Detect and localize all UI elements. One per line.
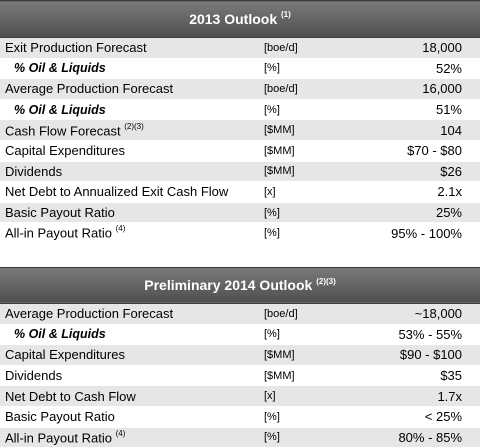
metric-unit: [%] xyxy=(262,406,380,428)
metric-label-cell: Net Debt to Annualized Exit Cash Flow xyxy=(0,181,262,203)
metric-value: $35 xyxy=(380,365,480,387)
table-row: All-in Payout Ratio (4) [%] 95% - 100% xyxy=(0,222,480,244)
metric-label-cell: All-in Payout Ratio (4) xyxy=(0,427,262,448)
outlook-2013-table: 2013 Outlook (1) Exit Production Forecas… xyxy=(0,0,480,244)
metric-value: 52% xyxy=(380,58,480,80)
metric-value: 51% xyxy=(380,99,480,121)
metric-unit: [$MM] xyxy=(262,365,380,387)
metric-label: % Oil & Liquids xyxy=(14,327,106,342)
table-row: Net Debt to Annualized Exit Cash Flow [x]… xyxy=(0,181,480,203)
metric-label-cell: Average Production Forecast xyxy=(0,78,262,100)
metric-unit: [%] xyxy=(262,324,380,346)
table-row: Dividends [$MM] $35 xyxy=(0,365,480,387)
metric-label-cell: Capital Expenditures xyxy=(0,140,262,162)
table-row: % Oil & Liquids [%] 52% xyxy=(0,58,480,80)
metric-label-cell: % Oil & Liquids xyxy=(0,58,262,80)
metric-unit: [x] xyxy=(262,385,380,407)
metric-unit: [$MM] xyxy=(262,119,380,141)
metric-unit: [$MM] xyxy=(262,344,380,366)
metric-label: Basic Payout Ratio xyxy=(5,409,115,425)
metric-unit: [$MM] xyxy=(262,161,380,183)
metric-value: 104 xyxy=(380,119,480,141)
table-row: Net Debt to Cash Flow [x] 1.7x xyxy=(0,385,480,407)
metric-label: Dividends xyxy=(5,368,63,384)
table-row: Cash Flow Forecast (2)(3) [$MM] 104 xyxy=(0,119,480,141)
footnote-ref: (4) xyxy=(115,224,126,234)
metric-label: Basic Payout Ratio xyxy=(5,205,115,221)
metric-unit: [boe/d] xyxy=(262,303,380,325)
metric-label-cell: Dividends xyxy=(0,365,262,387)
metric-value: 1.7x xyxy=(380,385,480,407)
table-row: Exit Production Forecast [boe/d] 18,000 xyxy=(0,37,480,59)
metric-unit: [boe/d] xyxy=(262,37,380,59)
metric-unit: [%] xyxy=(262,202,380,224)
metric-label: Capital Expenditures xyxy=(5,143,125,159)
metric-label-cell: Average Production Forecast xyxy=(0,303,262,325)
metric-value: 80% - 85% xyxy=(380,427,480,448)
metric-label: Average Production Forecast xyxy=(5,81,174,97)
table-row: Capital Expenditures [$MM] $90 - $100 xyxy=(0,344,480,366)
outlook-2013-title-note: (1) xyxy=(281,10,291,20)
outlook-2014-header: Preliminary 2014 Outlook (2)(3) xyxy=(0,266,480,304)
table-row: Basic Payout Ratio [%] 25% xyxy=(0,202,480,224)
section-gap xyxy=(0,244,480,267)
metric-label-cell: Cash Flow Forecast (2)(3) xyxy=(0,119,262,141)
metric-label: All-in Payout Ratio xyxy=(5,429,112,445)
metric-unit: [%] xyxy=(262,222,380,244)
metric-value: < 25% xyxy=(380,406,480,428)
metric-label: Net Debt to Annualized Exit Cash Flow xyxy=(5,184,229,200)
metric-unit: [boe/d] xyxy=(262,78,380,100)
outlook-2014-title: Preliminary 2014 Outlook xyxy=(144,277,313,294)
metric-value: 2.1x xyxy=(380,181,480,203)
metric-label-cell: % Oil & Liquids xyxy=(0,99,262,121)
table-row: Basic Payout Ratio [%] < 25% xyxy=(0,406,480,428)
metric-unit: [%] xyxy=(262,58,380,80)
metric-label: Cash Flow Forecast xyxy=(5,122,121,138)
metric-label: All-in Payout Ratio xyxy=(5,225,112,241)
table-row: % Oil & Liquids [%] 51% xyxy=(0,99,480,121)
metric-label-cell: Basic Payout Ratio xyxy=(0,202,262,224)
table-row: All-in Payout Ratio (4) [%] 80% - 85% xyxy=(0,427,480,448)
metric-label: Average Production Forecast xyxy=(5,306,174,322)
metric-label: % Oil & Liquids xyxy=(14,102,106,117)
metric-unit: [%] xyxy=(262,99,380,121)
metric-label-cell: Capital Expenditures xyxy=(0,344,262,366)
metric-value: 95% - 100% xyxy=(380,222,480,244)
table-row: Average Production Forecast [boe/d] ~18,00… xyxy=(0,303,480,325)
metric-value: $90 - $100 xyxy=(380,344,480,366)
footnote-ref: (4) xyxy=(115,428,126,438)
metric-label: Exit Production Forecast xyxy=(5,40,147,56)
metric-label-cell: Basic Payout Ratio xyxy=(0,406,262,428)
metric-label-cell: All-in Payout Ratio (4) xyxy=(0,222,262,244)
metric-value: 53% - 55% xyxy=(380,324,480,346)
outlook-2013-title: 2013 Outlook xyxy=(189,11,278,27)
metric-unit: [x] xyxy=(262,181,380,203)
metric-label: Net Debt to Cash Flow xyxy=(5,388,136,404)
table-row: % Oil & Liquids [%] 53% - 55% xyxy=(0,324,480,346)
metric-label: % Oil & Liquids xyxy=(14,61,106,76)
metric-value: $26 xyxy=(380,161,480,183)
metric-label-cell: Exit Production Forecast xyxy=(0,37,262,59)
table-row: Dividends [$MM] $26 xyxy=(0,161,480,183)
outlook-2013-header: 2013 Outlook (1) xyxy=(0,0,480,38)
outlook-2014-table: Preliminary 2014 Outlook (2)(3) Average … xyxy=(0,266,480,448)
metric-value: ~18,000 xyxy=(380,303,480,325)
metric-unit: [$MM] xyxy=(262,140,380,162)
outlook-2014-title-note: (2)(3) xyxy=(316,276,336,286)
metric-label-cell: % Oil & Liquids xyxy=(0,324,262,346)
metric-label-cell: Net Debt to Cash Flow xyxy=(0,385,262,407)
footnote-ref: (2)(3) xyxy=(124,121,144,131)
table-row: Capital Expenditures [$MM] $70 - $80 xyxy=(0,140,480,162)
metric-value: 18,000 xyxy=(380,37,480,59)
metric-label-cell: Dividends xyxy=(0,161,262,183)
metric-value: 25% xyxy=(380,202,480,224)
metric-label: Capital Expenditures xyxy=(5,347,125,363)
metric-value: 16,000 xyxy=(380,78,480,100)
metric-value: $70 - $80 xyxy=(380,140,480,162)
table-row: Average Production Forecast [boe/d] 16,000 xyxy=(0,78,480,100)
metric-unit: [%] xyxy=(262,427,380,448)
metric-label: Dividends xyxy=(5,163,63,179)
